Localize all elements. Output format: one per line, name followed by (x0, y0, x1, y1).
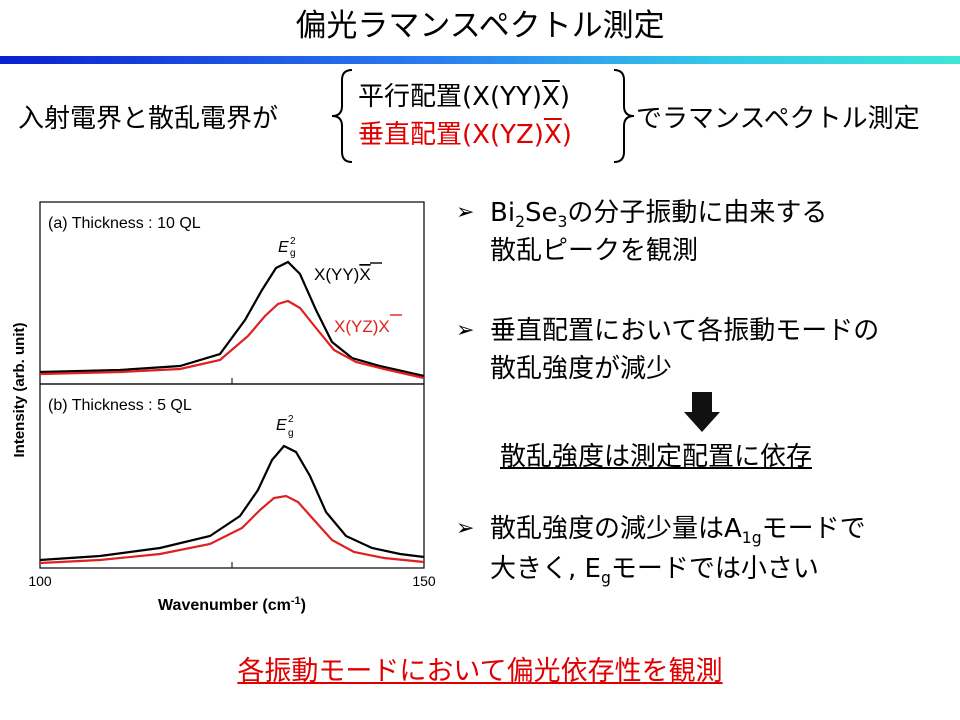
option-parallel-bar: X (542, 82, 560, 112)
panel-a-curve-parallel (39, 260, 425, 378)
panel-b-peak-sup: 2 (288, 414, 294, 425)
b3-line2-pre: 大きく, E (490, 554, 601, 584)
option-perp-post: ) (561, 120, 572, 150)
option-perp-bar: X (543, 120, 562, 150)
bullet-marker-1: ➢ (456, 200, 475, 225)
b3-line2-post: モードでは小さい (610, 554, 819, 584)
bullet-1-line1: Bi2Se3の分子振動に由来する (490, 196, 827, 239)
option-perpendicular: 垂直配置(X(YZ)X) (358, 118, 572, 152)
b3-sub: 1g (741, 529, 762, 548)
option-parallel: 平行配置(X(YY)X) (358, 80, 570, 114)
raman-spectra-graph: Intensity (arb. unit) (a) Thickness : 10… (11, 201, 436, 614)
summary-text: 各振動モードにおいて偏光依存性を観測 (0, 654, 960, 690)
legend-yz: X(YZ)X (334, 317, 390, 336)
bullet-2-line1: 垂直配置において各振動モードの (490, 316, 880, 346)
b3-pre: 散乱強度の減少量はA (490, 514, 742, 544)
panel-b-curve-perpendicular (39, 494, 425, 565)
panel-a-curve-perpendicular (39, 299, 425, 380)
left-brace (331, 69, 353, 163)
legend-yy: X(YY)X (314, 265, 371, 284)
panel-b-label: (b) Thickness : 5 QL (48, 397, 192, 414)
xlabel-sup: -1 (291, 595, 301, 607)
graph-ylabel: Intensity (arb. unit) (11, 322, 28, 457)
panel-b-peak-main: E (276, 417, 287, 434)
b1-sub1: 2 (515, 213, 525, 232)
legend-yz-pre: X(YZ) (334, 317, 378, 336)
option-parallel-pre: 平行配置(X(YY) (358, 82, 543, 112)
bullet-1-line2: 散乱ピークを観測 (490, 236, 699, 266)
summary-label: 各振動モードにおいて偏光依存性を観測 (237, 656, 723, 687)
panel-a-peak-sub: g (290, 248, 296, 259)
xlabel-post: ) (301, 597, 306, 614)
down-arrow-icon (684, 392, 720, 432)
legend-yy-bar: X (359, 265, 370, 284)
b1-pre: Bi (490, 198, 516, 228)
condition-suffix: でラマンスペクトル測定 (636, 104, 920, 134)
b3-post: モードで (761, 514, 866, 544)
legend-yz-bar: X (378, 317, 389, 336)
panel-b-peak-sub: g (288, 428, 294, 439)
legend-yy-pre: X(YY) (314, 265, 359, 284)
graph-xlabel: Wavenumber (cm-1) (158, 595, 306, 614)
x-tick-label-150: 150 (412, 573, 436, 589)
bullet-3-line1: 散乱強度の減少量はA1gモードで (490, 512, 866, 555)
title-divider (0, 56, 960, 64)
x-tick-label-100: 100 (28, 573, 52, 589)
xlabel-pre: Wavenumber (cm (158, 597, 291, 614)
panel-a-label: (a) Thickness : 10 QL (48, 215, 201, 232)
panel-a-peak-label: E (278, 239, 289, 256)
condition-prefix: 入射電界と散乱電界が (18, 104, 279, 134)
page-title: 偏光ラマンスペクトル測定 (295, 8, 665, 44)
bullet-marker-3: ➢ (456, 516, 475, 541)
option-parallel-post: ) (559, 82, 570, 112)
b1-mid: Se (524, 198, 558, 228)
conclusion-text: 散乱強度は測定配置に依存 (500, 442, 813, 472)
bullet-2-line2: 散乱強度が減少 (490, 354, 673, 384)
option-perp-pre: 垂直配置(X(YZ) (358, 120, 544, 150)
panel-b-curve-parallel (39, 444, 425, 562)
bullet-marker-2: ➢ (456, 318, 475, 343)
b1-post: の分子振動に由来する (567, 198, 828, 228)
bullet-3-line2: 大きく, Egモードでは小さい (490, 552, 819, 595)
panel-a-peak-main: E (278, 239, 289, 256)
panel-a-peak-sup: 2 (290, 236, 296, 247)
b3-line2-sub: g (600, 569, 611, 588)
b1-sub2: 3 (557, 213, 568, 232)
right-brace (613, 69, 635, 163)
